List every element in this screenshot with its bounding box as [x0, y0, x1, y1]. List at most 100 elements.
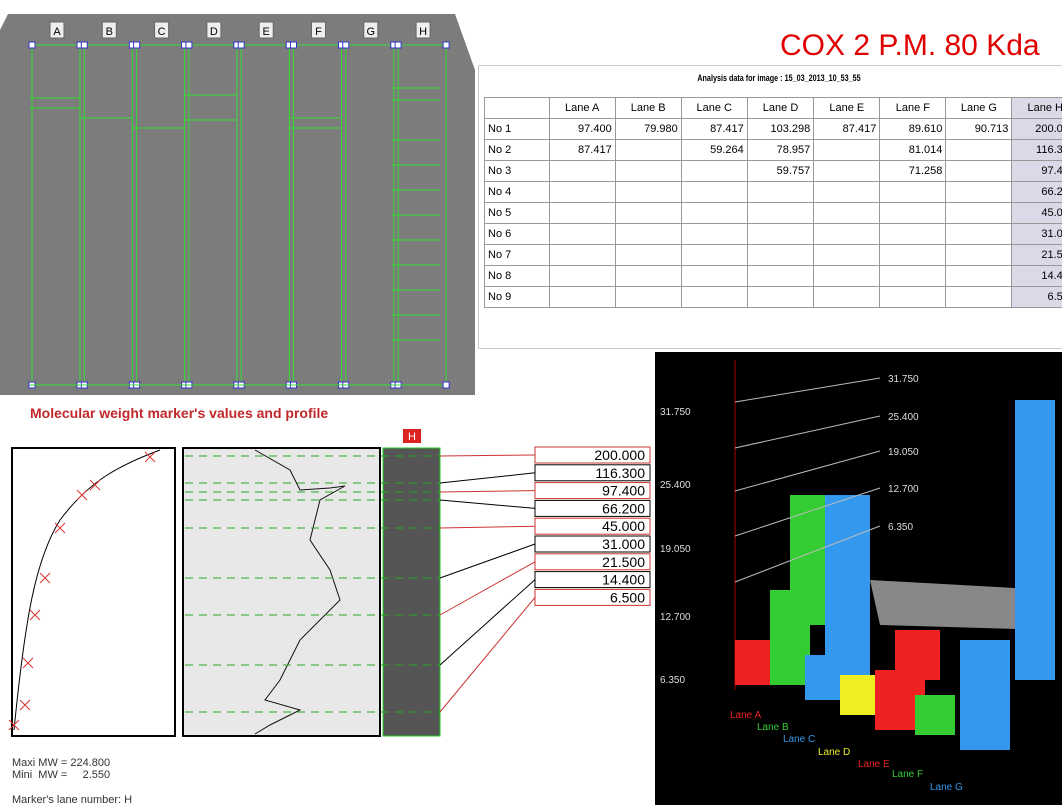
min-mw: Mini MW = 2.550 [12, 769, 110, 781]
axis-label: 19.050 [660, 544, 691, 555]
axis-label: 25.400 [660, 480, 691, 491]
table-row: No 5 45.000 [484, 202, 1062, 224]
table-cell [614, 139, 682, 161]
handle [442, 381, 450, 389]
handle [237, 41, 245, 49]
wall-line [734, 525, 881, 583]
table-row: No 1 97.400 79.980 87.417 103.298 87.417 89.61… [484, 118, 1062, 140]
table-row: No 3 59.757 71.258 97.400 [484, 160, 1062, 182]
lane-label-box [258, 21, 274, 39]
lane-badge [403, 429, 421, 443]
handle [133, 41, 141, 49]
curve-point [39, 572, 51, 584]
bar-shape [960, 640, 1010, 750]
table-cell: No 7 [484, 244, 550, 266]
table-cell [614, 244, 682, 266]
table-cell [879, 265, 947, 287]
table-cell [614, 160, 682, 182]
gel-image [0, 14, 475, 395]
table-cell: 66.200 [1011, 181, 1062, 203]
table-cell [813, 223, 881, 245]
column-header: Lane G [945, 97, 1013, 119]
lane-label: G [367, 26, 376, 38]
lane-label-box [154, 21, 170, 39]
table-cell: 116.300 [1011, 139, 1062, 161]
table-cell [813, 286, 881, 308]
table: Lane A Lane B Lane C Lane D Lane E Lane F Lane… [484, 97, 1062, 308]
column-header: Lane E [813, 97, 881, 119]
curve-point [19, 699, 31, 711]
table-cell [746, 265, 815, 287]
marker-value: 6.500 [610, 589, 645, 605]
lane-label-box [101, 21, 117, 39]
table-cell: 79.980 [614, 118, 682, 140]
table-cell: 97.400 [548, 118, 616, 140]
table-cell [945, 202, 1013, 224]
curve-point [8, 719, 20, 731]
table-cell: 59.264 [680, 139, 748, 161]
table-cell [680, 244, 748, 266]
curve-box [11, 447, 176, 737]
wall-line [734, 450, 881, 492]
table-cell: 71.258 [879, 160, 947, 182]
table-cell [680, 160, 748, 182]
table-cell [614, 202, 682, 224]
curve-point [54, 522, 66, 534]
lane-label: H [419, 26, 427, 38]
column-header: Lane F [879, 97, 947, 119]
table-cell [548, 265, 616, 287]
table-cell [879, 202, 947, 224]
table-cell [680, 265, 748, 287]
table-cell [548, 160, 616, 182]
handle [185, 41, 193, 49]
lane-name: Lane C [783, 734, 815, 745]
lane-label: D [210, 26, 218, 38]
lane-name: Lane E [858, 759, 890, 770]
wall-line [734, 487, 881, 537]
marker-link [439, 561, 536, 616]
lane-label: C [158, 26, 166, 38]
table-cell: 87.417 [813, 118, 881, 140]
density-profile [254, 449, 346, 735]
max-mw: Maxi MW = 224.800 [12, 757, 110, 769]
table-row: No 7 21.500 [484, 244, 1062, 266]
table-cell: 59.757 [746, 160, 815, 182]
calibration-curve [13, 449, 161, 731]
wall-line [734, 377, 881, 403]
handle [290, 41, 297, 49]
marker-link [439, 597, 536, 713]
lane-name: Lane B [757, 722, 789, 733]
table-cell [680, 181, 748, 203]
table-cell [614, 181, 682, 203]
profile-title: Molecular weight marker's values and pro… [30, 405, 328, 421]
title: COX 2 P.M. 80 Kda [780, 29, 1040, 62]
marker-lane: Marker's lane number: H [12, 794, 132, 805]
handle [442, 41, 450, 49]
lane-label-box [49, 21, 65, 39]
table-cell [746, 244, 815, 266]
axis-label: 31.750 [660, 407, 691, 418]
table-cell [746, 181, 815, 203]
handle [394, 41, 402, 49]
axis-label: 12.700 [660, 612, 691, 623]
marker-value: 45.000 [602, 518, 645, 534]
wall-label: 25.400 [888, 412, 919, 423]
marker-link [439, 543, 536, 579]
table-cell [945, 181, 1013, 203]
table-cell: 103.298 [746, 118, 815, 140]
lane-label: F [315, 26, 322, 38]
lane-name: Lane F [892, 769, 923, 780]
table-cell [945, 139, 1013, 161]
table-cell [879, 223, 947, 245]
lane-label: B [106, 26, 113, 38]
table-cell: 21.500 [1011, 244, 1062, 266]
table-cell: No 4 [484, 181, 550, 203]
table-cell [548, 202, 616, 224]
table-cell [813, 160, 881, 182]
table-cell [813, 139, 881, 161]
table-cell [945, 223, 1013, 245]
corner [484, 97, 550, 119]
table-row: No 8 14.400 [484, 265, 1062, 287]
